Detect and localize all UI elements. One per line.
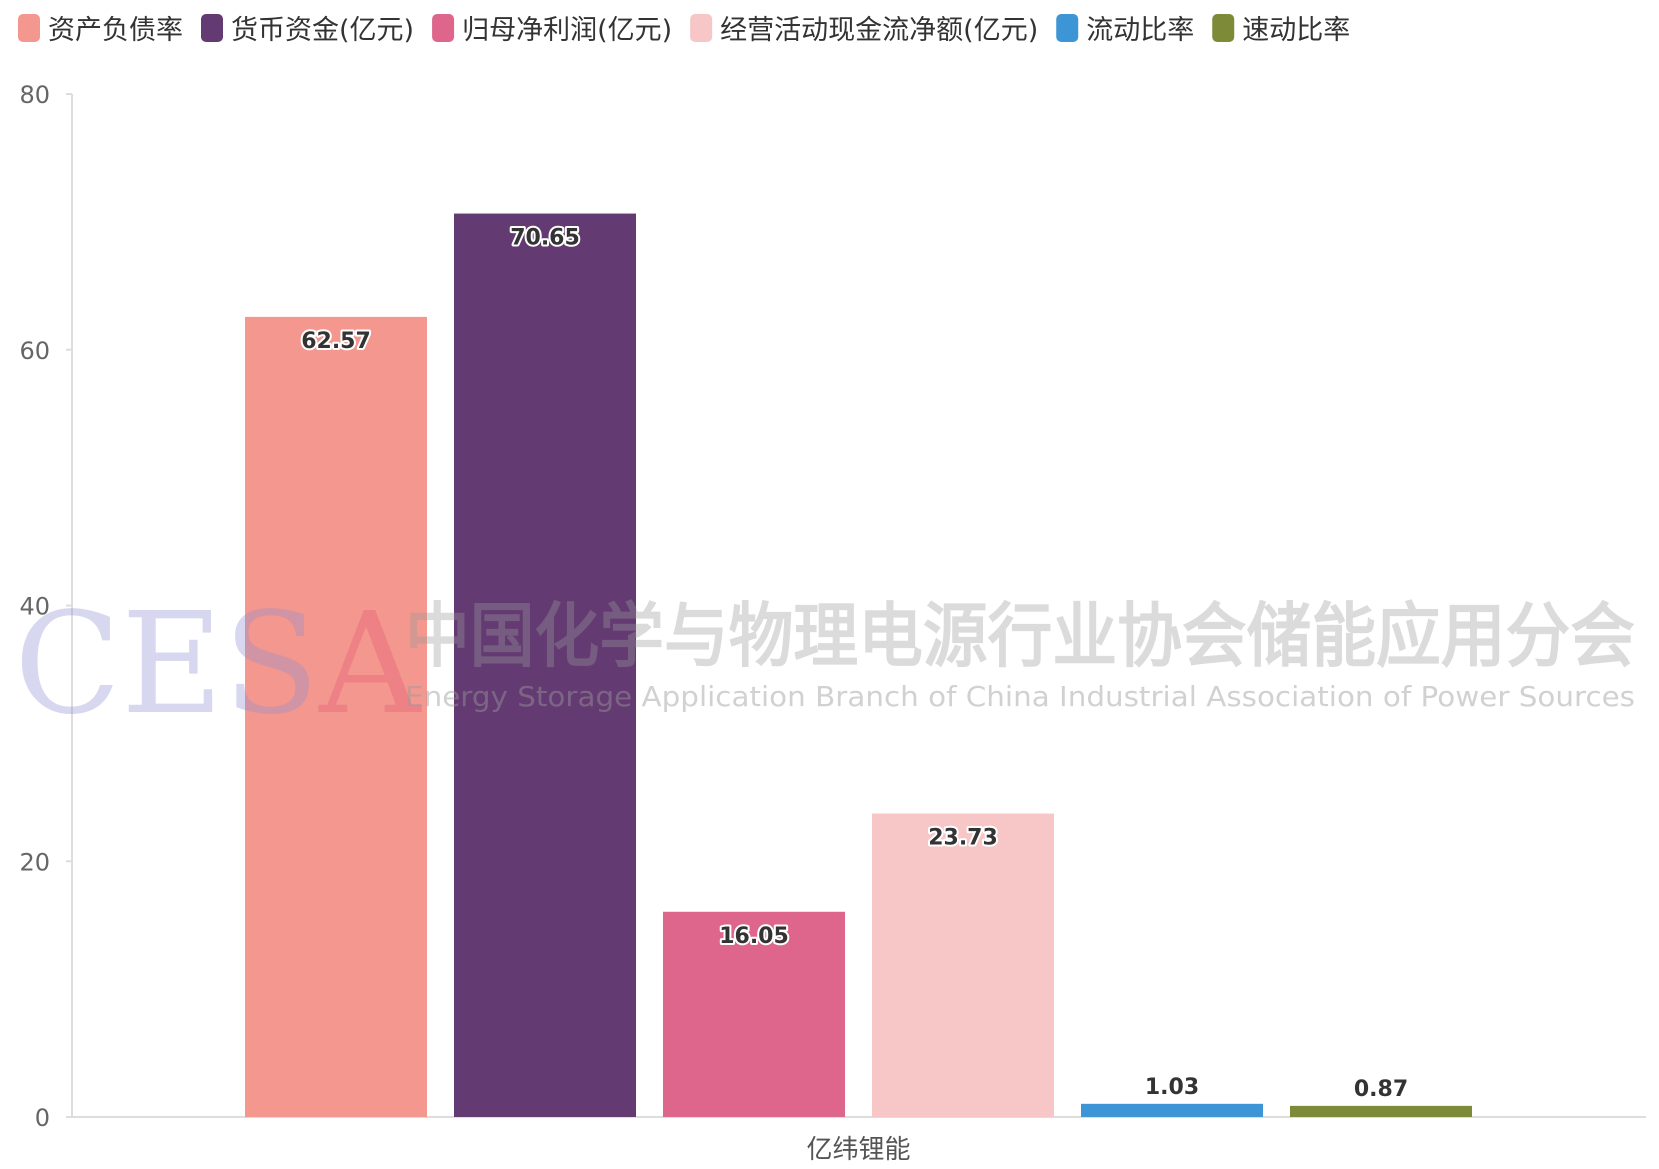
legend-entry-4[interactable]: 流动比率	[1086, 15, 1194, 46]
legend-entry-0[interactable]: 资产负债率	[48, 15, 183, 46]
bars	[245, 213, 1472, 1118]
bar-1[interactable]	[454, 213, 636, 1118]
bar-0[interactable]	[245, 316, 427, 1118]
y-tick-label-0: 0	[35, 1104, 50, 1132]
y-tick-label-3: 60	[19, 337, 50, 365]
data-label-1: 70.65	[510, 226, 580, 251]
data-label-2: 16.05	[719, 924, 789, 949]
y-tick-label-4: 80	[19, 81, 50, 109]
data-label-0: 62.57	[301, 329, 371, 354]
x-category-label-0: 亿纬锂能	[806, 1135, 910, 1165]
legend-swatch-5	[1212, 14, 1235, 42]
category-labels: 亿纬锂能	[806, 1135, 910, 1165]
watermark-cn: 中国化学与物理电源行业协会储能应用分会	[405, 595, 1635, 677]
legend-swatch-1	[201, 14, 223, 42]
watermark: CESA 中国化学与物理电源行业协会储能应用分会 Energy Storage …	[14, 583, 1635, 746]
value-labels: 62.57 70.65 16.05 23.73 1.03 0.87	[299, 224, 1410, 1104]
y-ticks: 0 20 40 60 80	[19, 81, 72, 1132]
bar-2[interactable]	[663, 911, 845, 1117]
y-tick-label-2: 40	[19, 593, 50, 621]
legend-entry-1[interactable]: 货币资金(亿元)	[231, 15, 414, 46]
legend: 资产负债率 货币资金(亿元) 归母净利润(亿元) 经营活动现金流净额(亿元) 流动比率 速…	[18, 14, 1350, 46]
legend-swatch-2	[432, 14, 455, 42]
legend-entry-5[interactable]: 速动比率	[1242, 15, 1350, 46]
legend-entry-3[interactable]: 经营活动现金流净额(亿元)	[720, 15, 1038, 46]
data-label-3: 23.73	[928, 826, 998, 851]
data-label-4: 1.03	[1145, 1075, 1199, 1100]
y-tick-label-1: 20	[19, 848, 50, 876]
watermark-logo: CESA	[14, 583, 422, 746]
legend-swatch-3	[690, 14, 713, 42]
bar-5[interactable]	[1290, 1105, 1472, 1117]
legend-swatch-0	[18, 14, 40, 42]
watermark-en: Energy Storage Application Branch of Chi…	[405, 680, 1635, 713]
bar-3[interactable]	[872, 813, 1054, 1117]
legend-entry-2[interactable]: 归母净利润(亿元)	[462, 15, 672, 46]
data-label-5: 0.87	[1354, 1077, 1408, 1102]
bar-4[interactable]	[1081, 1103, 1263, 1117]
legend-swatch-4	[1056, 14, 1079, 42]
